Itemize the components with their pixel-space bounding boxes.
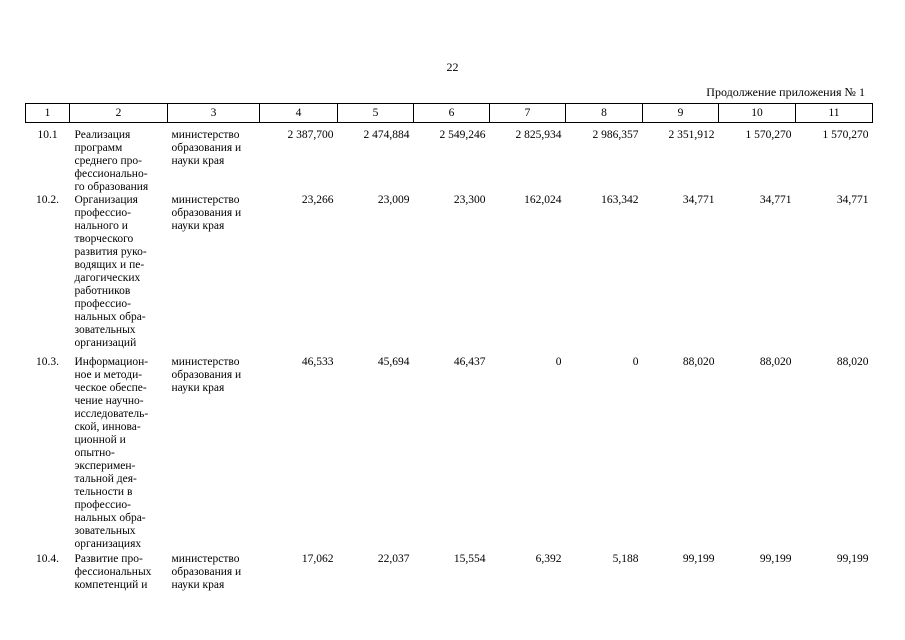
value-cell: 99,199 bbox=[682, 553, 715, 565]
row-code: 10.2. bbox=[36, 194, 59, 206]
value-cell: 99,199 bbox=[836, 553, 869, 565]
value-cell: 23,300 bbox=[453, 194, 486, 206]
value-cell: 34,771 bbox=[682, 194, 715, 206]
column-number-header: 5 bbox=[337, 103, 414, 123]
value-cell: 0 bbox=[555, 356, 562, 368]
value-cell: 2 474,884 bbox=[363, 129, 410, 141]
table-row: 10.1 Реализация программ среднего про- ф… bbox=[26, 123, 873, 195]
activity-name: Развитие про- фессиональных компетенций … bbox=[74, 553, 152, 591]
activity-name: Информацион- ное и методи- ческое обеспе… bbox=[74, 356, 149, 550]
executor: министерство образования и науки края bbox=[171, 553, 242, 591]
value-cell: 46,437 bbox=[453, 356, 486, 368]
row-code: 10.4. bbox=[36, 553, 59, 565]
column-number-header: 8 bbox=[565, 103, 643, 123]
value-cell: 23,266 bbox=[301, 194, 334, 206]
value-cell: 45,694 bbox=[377, 356, 410, 368]
value-cell: 2 549,246 bbox=[439, 129, 486, 141]
column-number-header: 3 bbox=[167, 103, 260, 123]
value-cell: 2 351,912 bbox=[668, 129, 715, 141]
value-cell: 0 bbox=[632, 356, 639, 368]
value-cell: 34,771 bbox=[836, 194, 869, 206]
value-cell: 2 387,700 bbox=[287, 129, 334, 141]
row-code: 10.3. bbox=[36, 356, 59, 368]
executor: министерство образования и науки края bbox=[171, 129, 242, 167]
value-cell: 1 570,270 bbox=[822, 129, 869, 141]
value-cell: 1 570,270 bbox=[745, 129, 792, 141]
value-cell: 88,020 bbox=[836, 356, 869, 368]
column-number-header: 9 bbox=[642, 103, 719, 123]
row-code: 10.1 bbox=[37, 129, 58, 141]
value-cell: 2 825,934 bbox=[515, 129, 562, 141]
activity-name: Реализация программ среднего про- фессио… bbox=[74, 129, 149, 193]
value-cell: 23,009 bbox=[377, 194, 410, 206]
value-cell: 17,062 bbox=[301, 553, 334, 565]
value-cell: 15,554 bbox=[453, 553, 486, 565]
value-cell: 2 986,357 bbox=[592, 129, 639, 141]
value-cell: 99,199 bbox=[759, 553, 792, 565]
table-row: 10.2. Организация профессио- нального и … bbox=[26, 194, 873, 356]
value-cell: 46,533 bbox=[301, 356, 334, 368]
table-row: 10.3. Информацион- ное и методи- ческое … bbox=[26, 356, 873, 553]
value-cell: 22,037 bbox=[377, 553, 410, 565]
column-number-header: 1 bbox=[25, 103, 70, 123]
value-cell: 163,342 bbox=[601, 194, 639, 206]
value-cell: 88,020 bbox=[759, 356, 792, 368]
value-cell: 34,771 bbox=[759, 194, 792, 206]
value-cell: 5,188 bbox=[612, 553, 639, 565]
column-number-header: 7 bbox=[489, 103, 566, 123]
column-number-header: 10 bbox=[718, 103, 796, 123]
value-cell: 88,020 bbox=[682, 356, 715, 368]
column-number-header: 11 bbox=[795, 103, 873, 123]
column-number-header: 4 bbox=[259, 103, 338, 123]
table-row: 10.4. Развитие про- фессиональных компет… bbox=[26, 553, 873, 603]
value-cell: 162,024 bbox=[524, 194, 562, 206]
column-number-row: 1 2 3 4 5 6 7 8 9 10 11 bbox=[25, 103, 873, 123]
executor: министерство образования и науки края bbox=[171, 194, 242, 232]
appendix-table: 1 2 3 4 5 6 7 8 9 10 11 10.1 Реализация … bbox=[25, 103, 873, 603]
activity-name: Организация профессио- нального и творче… bbox=[74, 194, 147, 349]
continuation-label: Продолжение приложения № 1 bbox=[706, 85, 865, 99]
column-number-header: 6 bbox=[413, 103, 490, 123]
column-number-header: 2 bbox=[69, 103, 168, 123]
executor: министерство образования и науки края bbox=[171, 356, 242, 394]
value-cell: 6,392 bbox=[535, 553, 562, 565]
page-number: 22 bbox=[446, 60, 459, 74]
